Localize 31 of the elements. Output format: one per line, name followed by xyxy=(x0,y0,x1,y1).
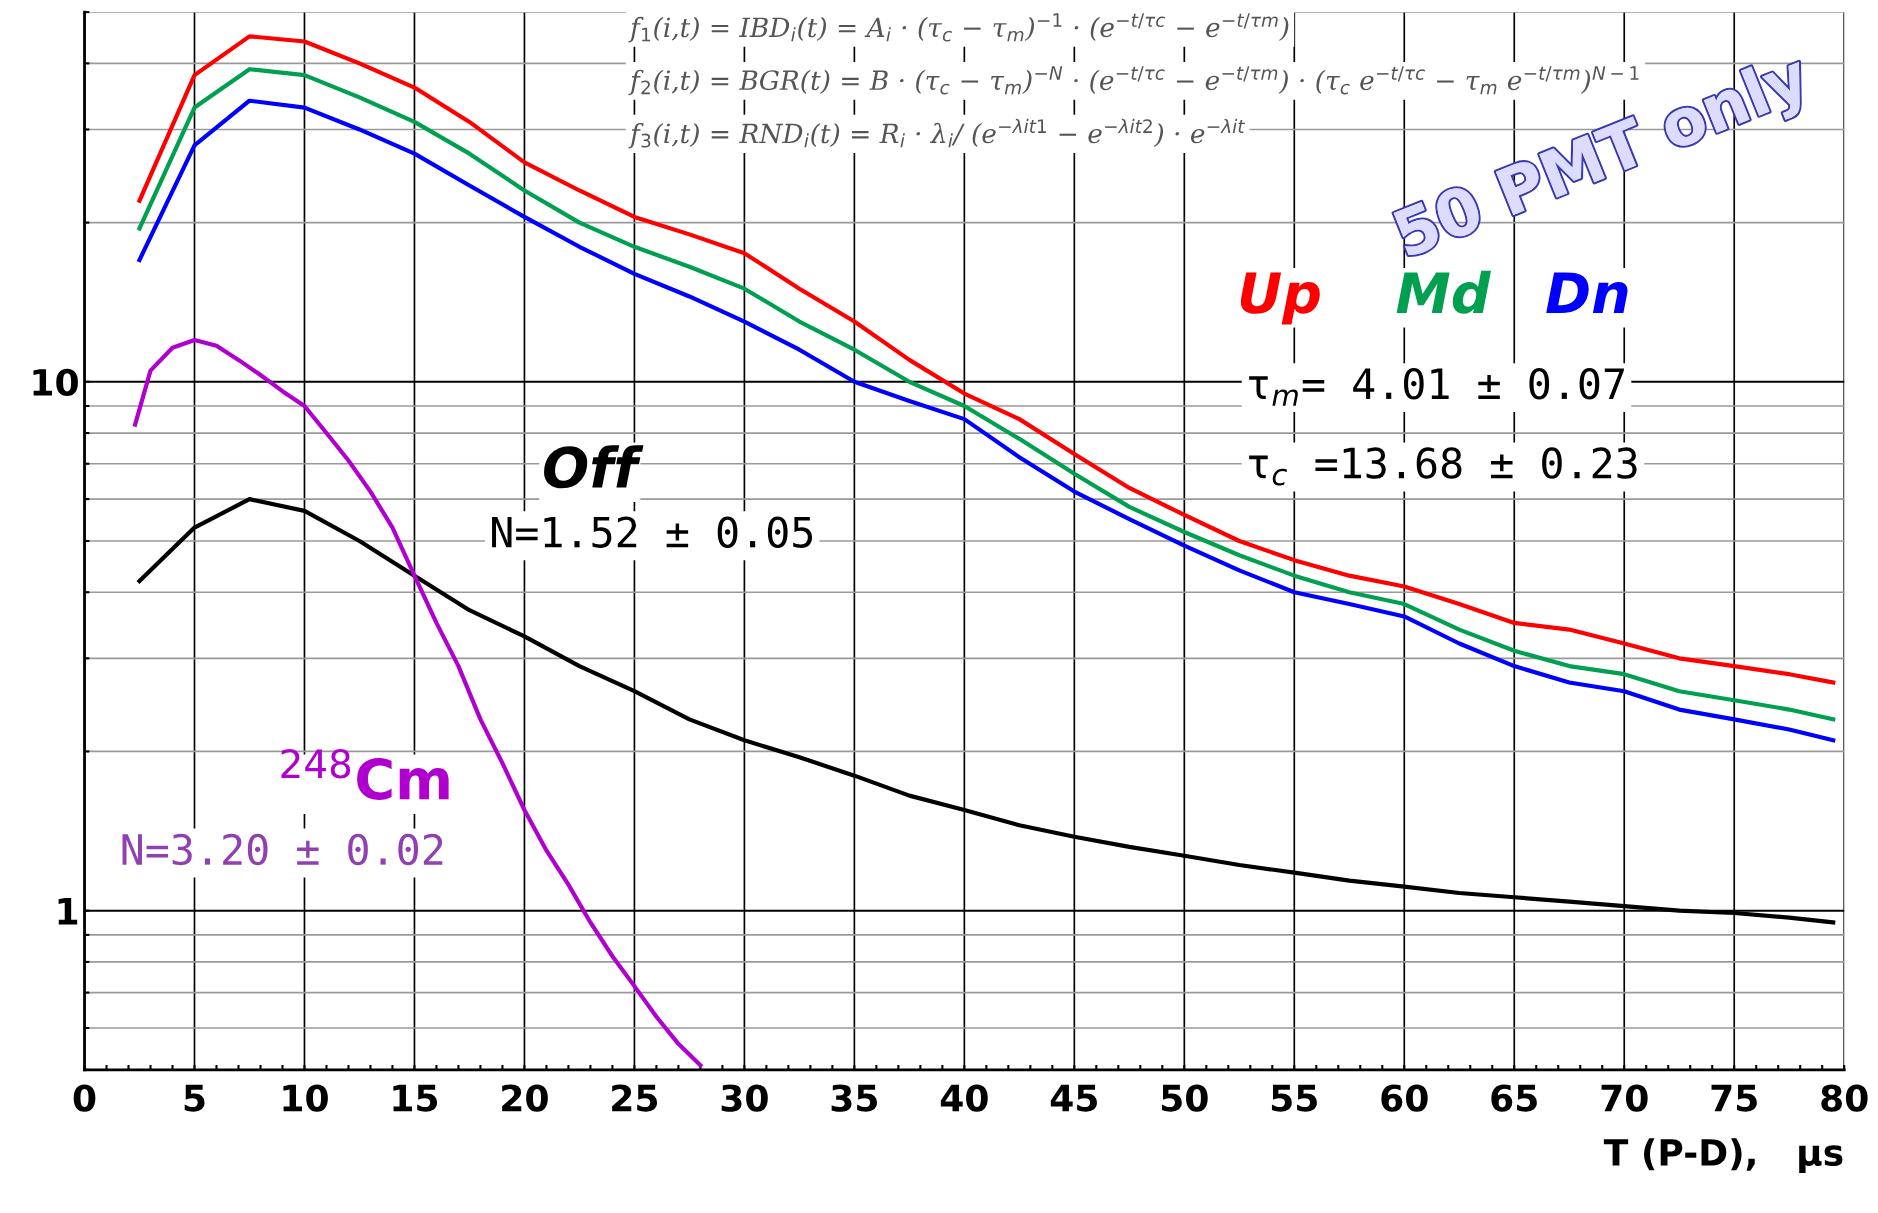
x-tick-label: 70 xyxy=(1601,1084,1648,1112)
x-tick-label: 75 xyxy=(1711,1084,1757,1112)
x-tick-label: 80 xyxy=(1821,1084,1868,1112)
x-tick-label: 5 xyxy=(184,1084,205,1112)
x-tick-label: 0 xyxy=(73,1084,96,1112)
x-tick-label: 15 xyxy=(393,1084,438,1112)
x-tick-label: 60 xyxy=(1381,1084,1428,1112)
text: f$_{1}$(i,t) = IBD$_{i}$(t) = A$_{i}$ · (τ$_{c}$ − τ$_{m}$)$^{−1}$ · (e$^{−t/τc}$ − e$^{−t/τm}$) xyxy=(628,13,1289,43)
text: f$_{2}$(i,t) = BGR(t) = B · (τ$_{c}$ − τ$_{m}$)$^{−N}$ · (e$^{−t/τc}$ − e$^{−t/τm}$) · (τ$_{c}$ e$^{−t/τc}$ − τ$_{m}$ e$^{−t/τm}$)$^{N−1}$ xyxy=(628,66,1639,96)
x-tick-label: 30 xyxy=(721,1084,768,1112)
x-tick-label: 65 xyxy=(1491,1084,1537,1112)
x-tick-label: 20 xyxy=(502,1084,548,1112)
text: f$_{3}$(i,t) = RND$_{i}$(t) = R$_{i}$ · λ$_{i}$/ (e$^{−λit1}$ − e$^{−λit2}$) · e$^{−λit}$ xyxy=(628,118,1246,149)
x-axis-title: T (P-D), μs xyxy=(1603,1138,1843,1174)
text: Up xyxy=(1240,272,1320,325)
x-tick-label: 10 xyxy=(283,1084,328,1112)
annotation: N=3.20 ± 0.02 xyxy=(122,833,443,866)
text: Md xyxy=(1396,270,1491,314)
annotation: N=1.52 ± 0.05 xyxy=(492,516,813,548)
series-label: $^{248}$Cm xyxy=(281,749,449,800)
text: Off xyxy=(544,445,644,489)
x-tick-label: 50 xyxy=(1161,1084,1208,1112)
y-tick-label: 1 xyxy=(58,898,78,925)
x-tick-label: 40 xyxy=(940,1084,988,1112)
x-tick-label: 45 xyxy=(1050,1084,1097,1112)
x-tick-label: 55 xyxy=(1271,1084,1317,1112)
x-tick-label: 25 xyxy=(612,1084,658,1112)
text: Dn xyxy=(1546,272,1628,314)
annotation: τ$_{c}$ =13.68 ± 0.23 xyxy=(1249,447,1637,486)
x-tick-label: 35 xyxy=(831,1084,877,1112)
annotation: τ$_{m}$= 4.01 ± 0.07 xyxy=(1249,367,1624,406)
